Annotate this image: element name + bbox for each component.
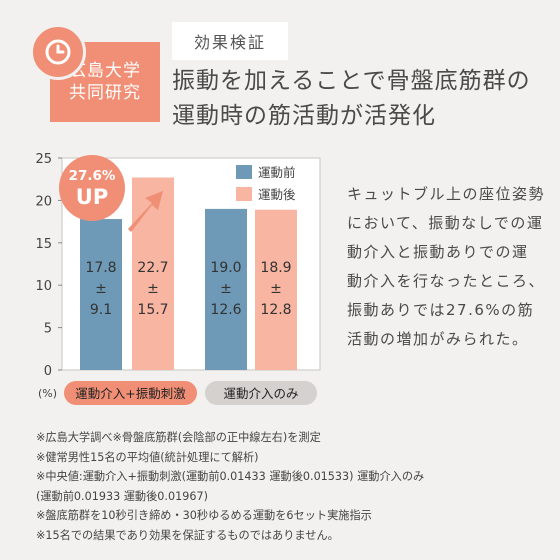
description-line: 活動の増加がみられた。: [347, 330, 529, 348]
description-line: において、振動なしでの運: [347, 214, 544, 232]
category-label-pill: [64, 381, 197, 405]
description-line: 動介入を行なったところ、: [347, 272, 546, 290]
headline-line-1: 振動を加えることで骨盤底筋群の: [172, 68, 531, 94]
bar-value-label: ±: [220, 281, 232, 297]
bar-value-label: 17.8: [85, 260, 116, 276]
legend-label: 運動前: [258, 165, 296, 180]
description-line: キュットブル上の座位姿勢: [347, 185, 546, 203]
bar: [132, 177, 174, 370]
y-tick-label: 20: [35, 194, 52, 209]
callout-word: UP: [76, 185, 108, 209]
description-line: 振動ありでは27.6%の筋: [347, 301, 535, 319]
headline-line-2: 運動時の筋活動が活発化: [172, 103, 436, 129]
y-unit-label: (%): [38, 387, 57, 400]
description-line: 動介入と振動ありでの運: [347, 243, 529, 261]
footnote: ※広島大学調べ※骨盤底筋群(会陰部の正中線左右)を測定: [36, 431, 321, 444]
bar-value-label: 9.1: [90, 302, 112, 318]
y-tick-label: 0: [44, 364, 52, 379]
legend-label: 運動後: [258, 187, 296, 202]
bar: [205, 208, 247, 370]
bar-value-label: 12.6: [210, 302, 241, 318]
footnote: ※中央値:運動介入+振動刺激(運動前0.01433 運動後0.01533) 運動…: [36, 470, 425, 483]
headline: 振動を加えることで骨盤底筋群の 運動時の筋活動が活発化: [172, 64, 531, 134]
footnotes: ※広島大学調べ※骨盤底筋群(会陰部の正中線左右)を測定 ※健常男性15名の平均値…: [36, 428, 552, 545]
footnote: (運動前0.01933 運動後0.01967): [36, 489, 208, 503]
bar-value-label: 12.8: [260, 302, 291, 318]
category-label: 運動介入のみ: [223, 386, 298, 401]
y-tick-label: 15: [35, 237, 52, 252]
legend-swatch: [236, 187, 252, 201]
y-tick-label: 5: [44, 322, 52, 337]
bar-value-label: 18.9: [260, 260, 291, 276]
result-description: キュットブル上の座位姿勢 において、振動なしでの運 動介入と振動ありでの運 動介…: [347, 180, 552, 354]
research-badge: 広島大学 共同研究: [30, 24, 160, 122]
clock-icon: [30, 24, 86, 80]
bar-value-label: ±: [147, 281, 159, 297]
bar-value-label: ±: [270, 281, 282, 297]
bar-value-label: 15.7: [137, 302, 168, 318]
bar: [255, 209, 297, 370]
increase-callout: [59, 155, 125, 221]
up-arrow-icon: [128, 191, 163, 232]
bar-value-label: ±: [95, 281, 107, 297]
legend-swatch: [236, 165, 252, 179]
y-tick-label: 25: [35, 152, 52, 167]
bar-value-label: 19.0: [210, 260, 241, 276]
category-label-pill: [205, 381, 317, 405]
verification-tag: 効果検証: [172, 22, 288, 60]
bar: [80, 219, 122, 370]
footnote: ※盤底筋群を10秒引き締め・30秒ゆるめる運動を6セット実施指示: [36, 509, 372, 522]
y-tick-label: 10: [35, 279, 52, 294]
bar-value-label: 22.7: [137, 260, 168, 276]
footnote: ※健常男性15名の平均値(統計処理にて解析): [36, 450, 259, 464]
category-label: 運動介入+振動刺激: [75, 386, 186, 401]
footnote: ※15名での結果であり効果を保証するものではありません。: [36, 528, 339, 542]
badge-line-1: 広島大学: [69, 61, 141, 81]
callout-value: 27.6%: [69, 168, 116, 184]
muscle-activity-chart: 0 5 10 15 20 25 (%) 17.8 ±9.1 19.0 ±12.6 22.7 ±15.7 1…: [35, 152, 321, 405]
badge-line-2: 共同研究: [69, 83, 141, 103]
